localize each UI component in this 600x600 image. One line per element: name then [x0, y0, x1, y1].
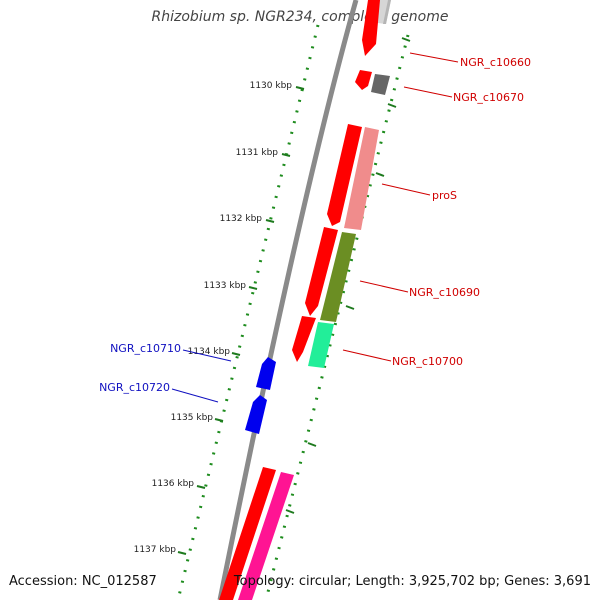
rna-feature-pros — [344, 127, 379, 230]
forward-track-features — [238, 0, 391, 600]
cds-arrow-4 — [305, 227, 338, 316]
cds-feature-ngr-c10670 — [371, 74, 390, 95]
tick-label-1136: 1136 kbp — [152, 479, 195, 489]
cds-feature-top-grey — [383, 0, 391, 24]
gene-label-ngr-c10720: NGR_c10720 — [99, 381, 170, 394]
gene-label-ngr-c10690: NGR_c10690 — [409, 286, 480, 299]
callout-line-ngr-c10660 — [409, 52, 459, 63]
gene-label-ngr-c10660: NGR_c10660 — [460, 56, 531, 69]
topology-summary: Topology: circular; Length: 3,925,702 bp… — [233, 574, 591, 589]
cds-arrow-5 — [292, 316, 316, 362]
cds-arrow-6 — [219, 467, 276, 600]
tick-label-1131: 1131 kbp — [236, 148, 279, 158]
gene-label-ngr-c10670: NGR_c10670 — [453, 91, 524, 104]
inner-ruler-major-ticks — [177, 86, 305, 555]
callout-line-ngr-c10700 — [342, 349, 392, 362]
callout-line-ngr-c10720 — [171, 388, 219, 403]
tick-label-1137: 1137 kbp — [134, 545, 177, 555]
callout-line-ngr-c10690 — [359, 280, 409, 293]
cds-arrow-ngr-c10660 — [355, 70, 372, 90]
gene-label-ngr-c10700: NGR_c10700 — [392, 355, 463, 368]
callout-line-ngr-c10670 — [403, 86, 453, 98]
ruler-outer-dotted — [264, 34, 410, 600]
gene-label-pros: proS — [432, 189, 457, 202]
cds-arrow-3 — [327, 124, 362, 226]
gene-label-ngr-c10710: NGR_c10710 — [110, 342, 181, 355]
genome-backbone — [217, 0, 359, 600]
callout-line-ngr-c10710 — [182, 349, 232, 362]
callout-line-pros — [381, 183, 431, 196]
tick-label-1130: 1130 kbp — [250, 81, 293, 91]
cds-arrow-1 — [362, 0, 380, 56]
tick-label-1133: 1133 kbp — [204, 281, 247, 291]
cds-red-arrows — [219, 0, 380, 600]
rna-feature-ngr-c10690 — [320, 232, 356, 322]
cds-arrow-ngr-c10720 — [245, 395, 267, 434]
rna-feature-ngr-c10700 — [308, 322, 334, 368]
cds-blue-arrows — [245, 357, 276, 434]
tick-label-1135: 1135 kbp — [171, 413, 214, 423]
rna-feature-lower-pink — [238, 472, 294, 600]
cds-arrow-ngr-c10710 — [256, 357, 276, 390]
tick-label-1134: 1134 kbp — [188, 347, 231, 357]
tick-label-1132: 1132 kbp — [220, 214, 263, 224]
outer-ruler-major-ticks — [285, 37, 411, 514]
accession-label: Accession: NC_012587 — [9, 574, 157, 589]
